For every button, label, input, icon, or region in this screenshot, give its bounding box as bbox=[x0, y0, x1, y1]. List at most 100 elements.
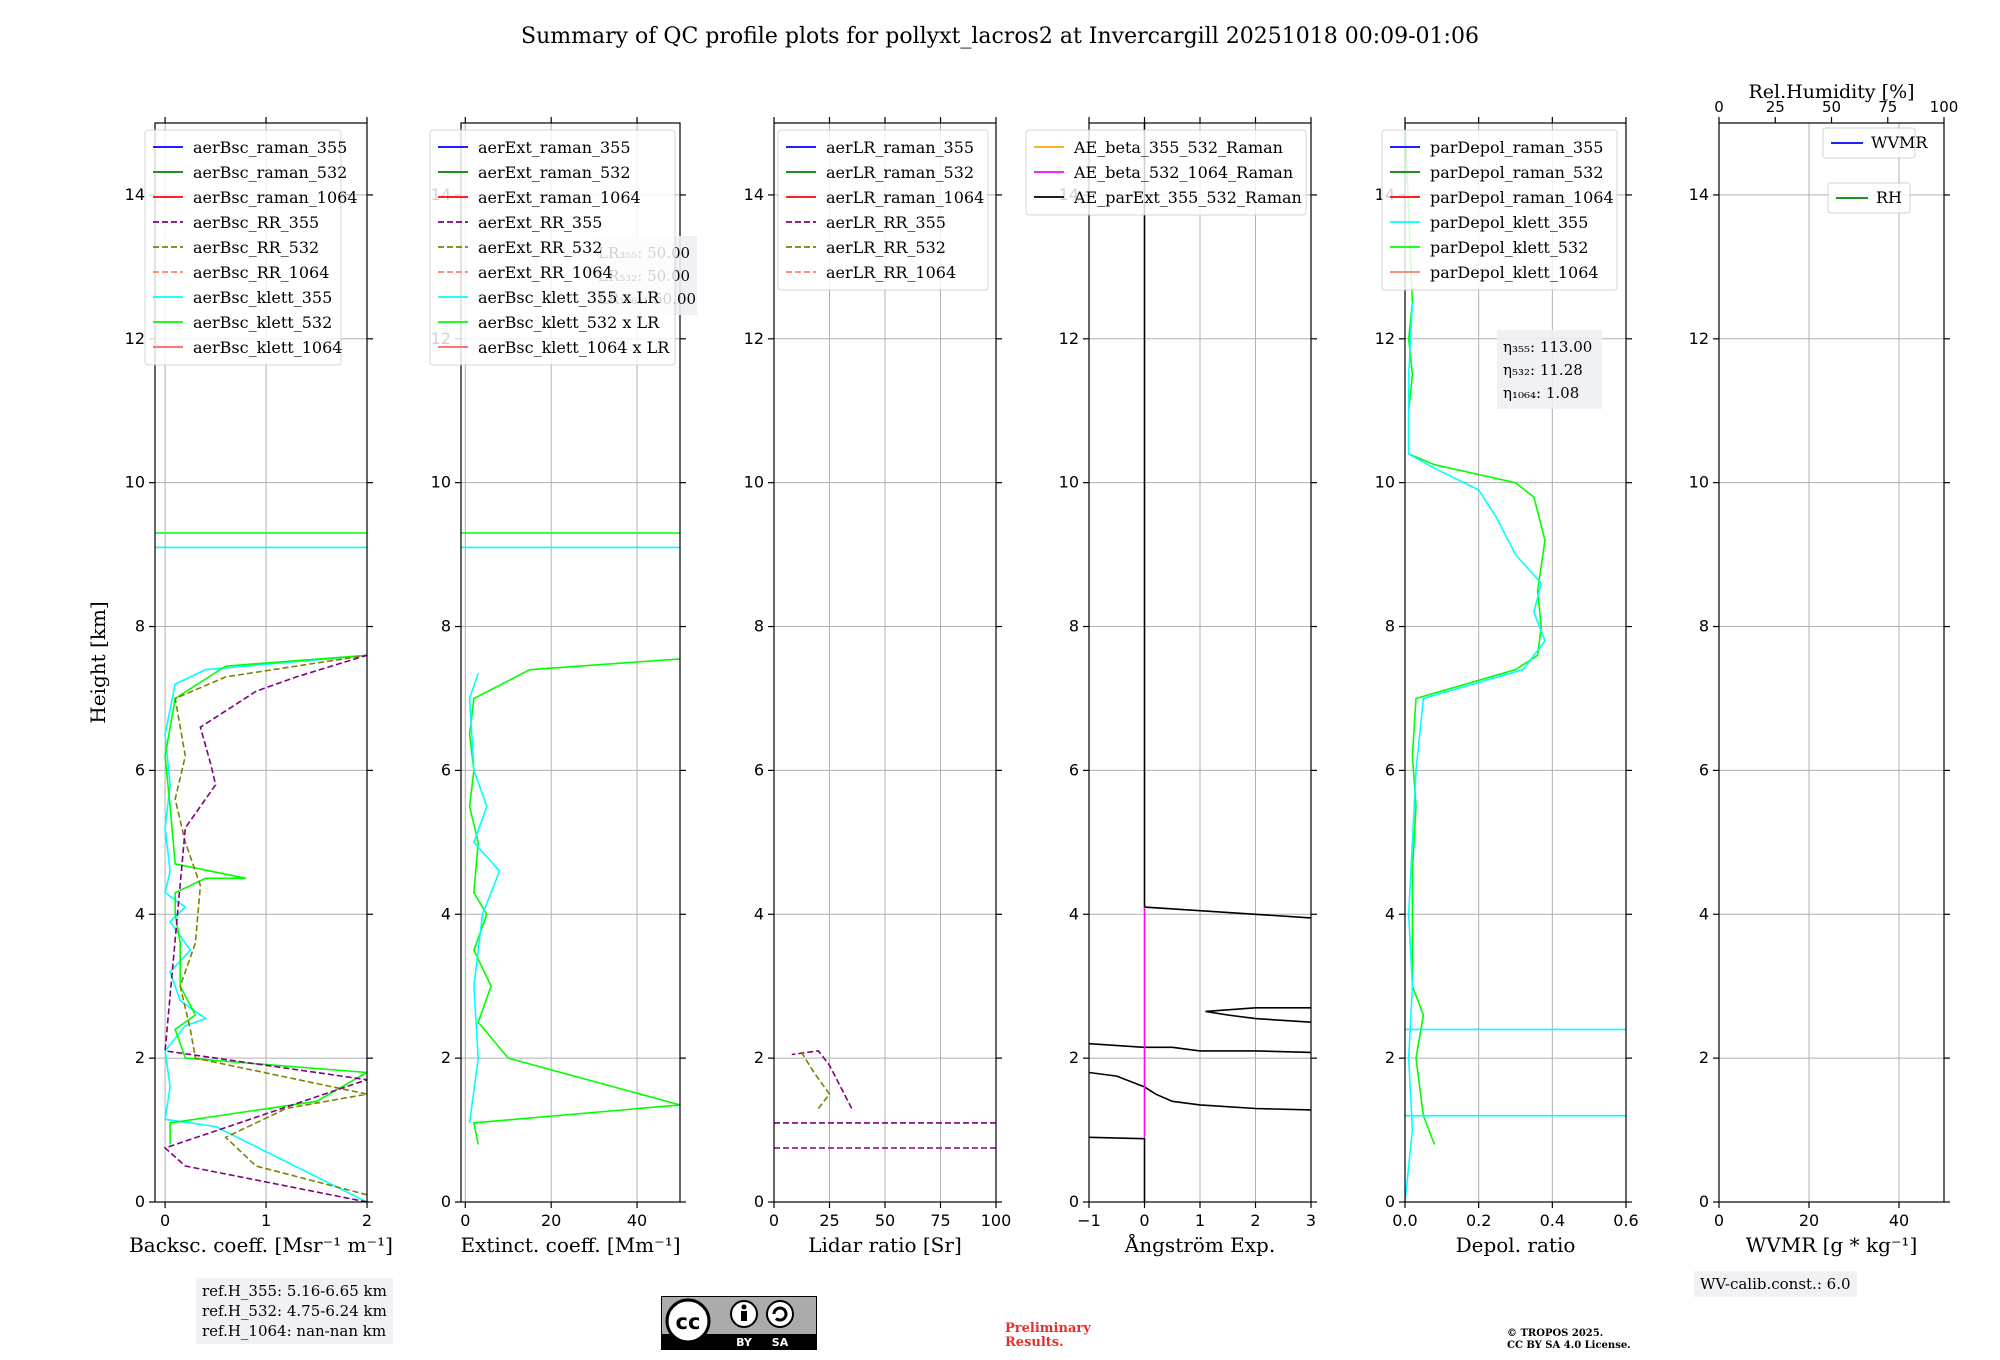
ref-height-1064: ref.H_1064: nan-nan km bbox=[202, 1322, 387, 1340]
x-axis-label: Depol. ratio bbox=[1456, 1233, 1576, 1257]
y-tick-label: 4 bbox=[1699, 904, 1709, 923]
legend-label: aerBsc_klett_355 bbox=[193, 288, 332, 307]
y-tick-label: 0 bbox=[135, 1192, 145, 1211]
x-axis-label: Ångström Exp. bbox=[1124, 1232, 1275, 1257]
copyright-line-2: CC BY SA 4.0 License. bbox=[1507, 1340, 1631, 1351]
legend-box bbox=[1025, 129, 1307, 216]
copyright-note: © TROPOS 2025. CC BY SA 4.0 License. bbox=[1507, 1328, 1631, 1352]
legend-label: parDepol_klett_1064 bbox=[1430, 263, 1599, 282]
cc-license-logo: cc BY SA bbox=[661, 1296, 817, 1350]
y-tick-label: 12 bbox=[125, 329, 145, 348]
y-tick-label: 4 bbox=[1069, 904, 1079, 923]
legend-label: aerLR_RR_355 bbox=[826, 213, 946, 232]
legend-label: parDepol_raman_532 bbox=[1430, 163, 1603, 182]
y-tick-label: 14 bbox=[125, 185, 145, 204]
series-line-aerbsc-klett-355 bbox=[164, 654, 367, 1202]
legend-label: aerBsc_RR_355 bbox=[193, 213, 319, 232]
series-group bbox=[461, 532, 680, 1145]
axes-frame bbox=[1718, 122, 1945, 1203]
x-axis-label: Backsc. coeff. [Msr⁻¹ m⁻¹] bbox=[129, 1233, 393, 1257]
legend-label: RH bbox=[1876, 188, 1902, 207]
chart-panel-2: 0204002468101214Extinct. coeff. [Mm⁻¹]LR… bbox=[429, 117, 697, 1257]
y-axis-label: Height [km] bbox=[86, 601, 110, 723]
x2-tick-label: 75 bbox=[1878, 98, 1897, 116]
legend-label: aerExt_RR_355 bbox=[478, 213, 602, 232]
x-axis-label: Extinct. coeff. [Mm⁻¹] bbox=[460, 1233, 680, 1257]
axes-frame bbox=[154, 122, 368, 1203]
x-tick-label: 3 bbox=[1306, 1211, 1316, 1230]
annotation-text: η₅₃₂: 11.28 bbox=[1503, 361, 1583, 379]
x-tick-label: 25 bbox=[819, 1211, 839, 1230]
legend-label: aerLR_raman_532 bbox=[826, 163, 974, 182]
y-tick-label: 8 bbox=[441, 617, 451, 636]
series-line-ae-parext-355-532-raman-e bbox=[1089, 1136, 1146, 1202]
y-tick-label: 12 bbox=[744, 329, 764, 348]
series-line-ae-parext-355-532-raman-c bbox=[1089, 1042, 1311, 1054]
legend-box bbox=[429, 129, 676, 366]
y-tick-label: 8 bbox=[135, 617, 145, 636]
y-tick-label: 12 bbox=[1059, 329, 1079, 348]
annotation-text: η₁₀₆₄: 1.08 bbox=[1503, 384, 1579, 402]
annotation-text: η₃₅₅: 113.00 bbox=[1503, 338, 1592, 356]
legend: aerBsc_raman_355 aerBsc_raman_532 aerBsc_r… bbox=[144, 129, 358, 366]
legend-box bbox=[1381, 129, 1618, 291]
y-tick-label: 6 bbox=[1069, 760, 1079, 779]
y-tick-label: 0 bbox=[441, 1192, 451, 1211]
x-tick-label: −1 bbox=[1077, 1211, 1101, 1230]
x-tick-label: 1 bbox=[261, 1211, 271, 1230]
chart-panel-3: 0 25 50 75 100 0 2 4 6 8 10 12 14 Lidar ratio [Sr] aer… bbox=[744, 117, 1011, 1257]
series-line-aerbsc-rr-355 bbox=[163, 654, 367, 1202]
y-tick-label: 10 bbox=[1059, 473, 1079, 492]
series-line-aerlr-rr-355 bbox=[791, 1050, 853, 1109]
y-tick-label: 4 bbox=[135, 904, 145, 923]
y-tick-label: 2 bbox=[1699, 1048, 1709, 1067]
x-tick-label: 0.2 bbox=[1466, 1211, 1491, 1230]
legend-label: aerBsc_RR_532 bbox=[193, 238, 319, 257]
y-tick-label: 8 bbox=[754, 617, 764, 636]
legend-label: parDepol_raman_1064 bbox=[1430, 188, 1614, 207]
series-line-aerbsc-klett-532 bbox=[164, 654, 367, 1145]
legend-label: aerBsc_klett_355 x LR bbox=[478, 288, 660, 307]
x2-tick-label: 100 bbox=[1930, 98, 1959, 116]
x-axis-label: Lidar ratio [Sr] bbox=[808, 1233, 962, 1257]
legend-box bbox=[777, 129, 989, 291]
y-tick-label: 10 bbox=[125, 473, 145, 492]
y-tick-label: 4 bbox=[1385, 904, 1395, 923]
y-tick-label: 0 bbox=[754, 1192, 764, 1211]
legend-label: aerExt_raman_1064 bbox=[478, 188, 641, 207]
x-tick-label: 0.4 bbox=[1540, 1211, 1565, 1230]
legend-box bbox=[1822, 127, 1916, 159]
annotation-box bbox=[1497, 330, 1602, 409]
y-tick-label: 2 bbox=[1385, 1048, 1395, 1067]
x-tick-label: 0.0 bbox=[1392, 1211, 1417, 1230]
legend-label: parDepol_klett_532 bbox=[1430, 238, 1588, 257]
x-tick-label: 20 bbox=[541, 1211, 561, 1230]
y-tick-label: 2 bbox=[1069, 1048, 1079, 1067]
legend-label: aerBsc_RR_1064 bbox=[193, 263, 329, 282]
series-group bbox=[155, 532, 367, 1202]
legend-label: AE_beta_355_532_Raman bbox=[1073, 138, 1283, 157]
x-tick-label: 50 bbox=[875, 1211, 895, 1230]
x-tick-label: 0 bbox=[160, 1211, 170, 1230]
y-tick-label: 0 bbox=[1699, 1192, 1709, 1211]
y-tick-label: 2 bbox=[441, 1048, 451, 1067]
x2-tick-label: 0 bbox=[1714, 98, 1724, 116]
legend-label: aerExt_RR_1064 bbox=[478, 263, 613, 282]
legend: AE_beta_355_532_Raman AE_beta_532_1064_Ra… bbox=[1025, 129, 1307, 216]
legend-label: parDepol_klett_355 bbox=[1430, 213, 1588, 232]
x-tick-label: 20 bbox=[1799, 1211, 1819, 1230]
series-group bbox=[1089, 123, 1311, 1202]
x2-axis-label: Rel.Humidity [%] bbox=[1748, 81, 1914, 103]
chart-panel-5: 0.00.20.40.602468101214Depol. ratioη₃₅₅:… bbox=[1375, 117, 1639, 1257]
legend-label: aerBsc_klett_532 x LR bbox=[478, 313, 660, 332]
legend-label: WVMR bbox=[1871, 133, 1928, 152]
y-tick-label: 14 bbox=[1689, 185, 1709, 204]
y-tick-label: 10 bbox=[1375, 473, 1395, 492]
legend-label: aerBsc_raman_355 bbox=[193, 138, 347, 157]
axes-frame bbox=[460, 122, 681, 1203]
legend: WVMR RH bbox=[1822, 127, 1928, 214]
x-tick-label: 0 bbox=[1139, 1211, 1149, 1230]
y-tick-label: 6 bbox=[1699, 760, 1709, 779]
x-tick-label: 0.6 bbox=[1613, 1211, 1638, 1230]
